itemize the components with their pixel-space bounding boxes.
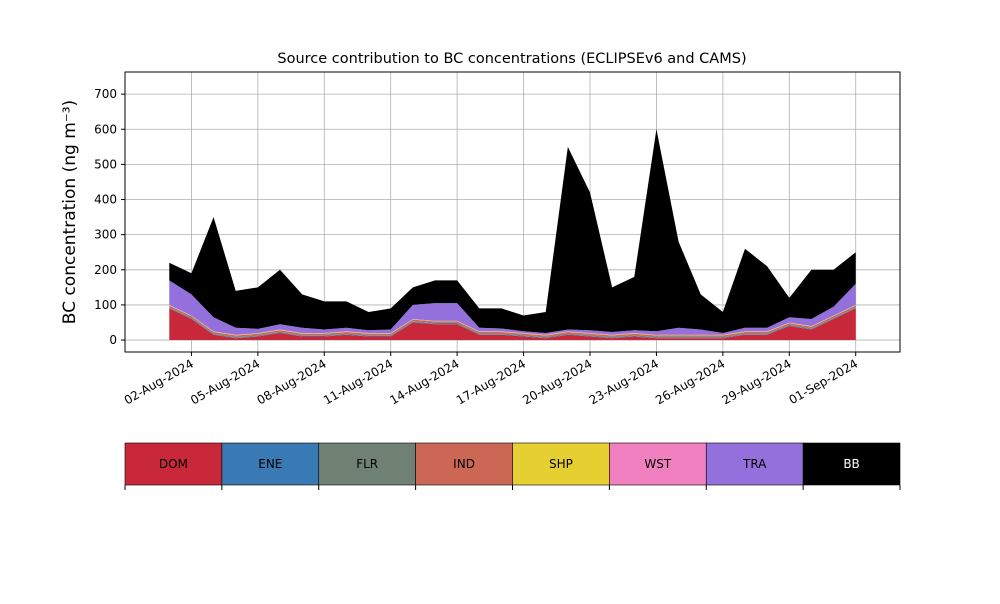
y-tick-label: 100 <box>94 298 117 312</box>
legend-label: ENE <box>258 457 282 471</box>
x-tick-label: 17-Aug-2024 <box>454 356 528 407</box>
plot-frame <box>124 71 901 353</box>
legend-swatch <box>318 442 416 486</box>
x-tick-label: 14-Aug-2024 <box>387 356 461 407</box>
y-tick-label: 300 <box>94 228 117 242</box>
legend-label: TRA <box>742 457 767 471</box>
legend-swatch <box>705 442 804 486</box>
legend-label: DOM <box>159 457 188 471</box>
legend-swatch <box>124 442 223 486</box>
y-tick-label: 600 <box>94 122 117 136</box>
legend-swatch <box>609 442 707 486</box>
area <box>169 129 856 334</box>
x-tick-label: 05-Aug-2024 <box>188 356 262 407</box>
legend-swatch <box>802 442 901 486</box>
x-tick-label: 08-Aug-2024 <box>255 356 329 407</box>
legend-swatch <box>221 442 320 486</box>
x-tick-label: 29-Aug-2024 <box>720 356 794 407</box>
x-tick-label: 23-Aug-2024 <box>587 356 661 407</box>
x-tick-label: 01-Sep-2024 <box>786 356 860 407</box>
y-tick-label: 0 <box>109 333 117 347</box>
legend-label: BB <box>843 457 859 471</box>
y-tick-label: 400 <box>94 193 117 207</box>
x-tick-label: 11-Aug-2024 <box>321 356 395 407</box>
y-tick-label: 700 <box>94 87 117 101</box>
y-axis-label: BC concentration (ng m⁻³) <box>60 100 80 324</box>
x-tick-label: 20-Aug-2024 <box>520 356 594 407</box>
y-tick-label: 200 <box>94 263 117 277</box>
area <box>169 308 856 341</box>
y-tick-label: 500 <box>94 157 117 171</box>
x-tick-label: 02-Aug-2024 <box>122 356 196 407</box>
legend-label: IND <box>453 457 475 471</box>
area <box>169 280 856 335</box>
legend-label: FLR <box>356 457 378 471</box>
legend-label: WST <box>644 457 671 471</box>
legend-swatch <box>415 442 513 486</box>
legend-swatch <box>512 442 610 486</box>
x-tick-label: 26-Aug-2024 <box>653 356 727 407</box>
chart-title: Source contribution to BC concentrations… <box>277 51 746 67</box>
legend-label: SHP <box>549 457 573 471</box>
